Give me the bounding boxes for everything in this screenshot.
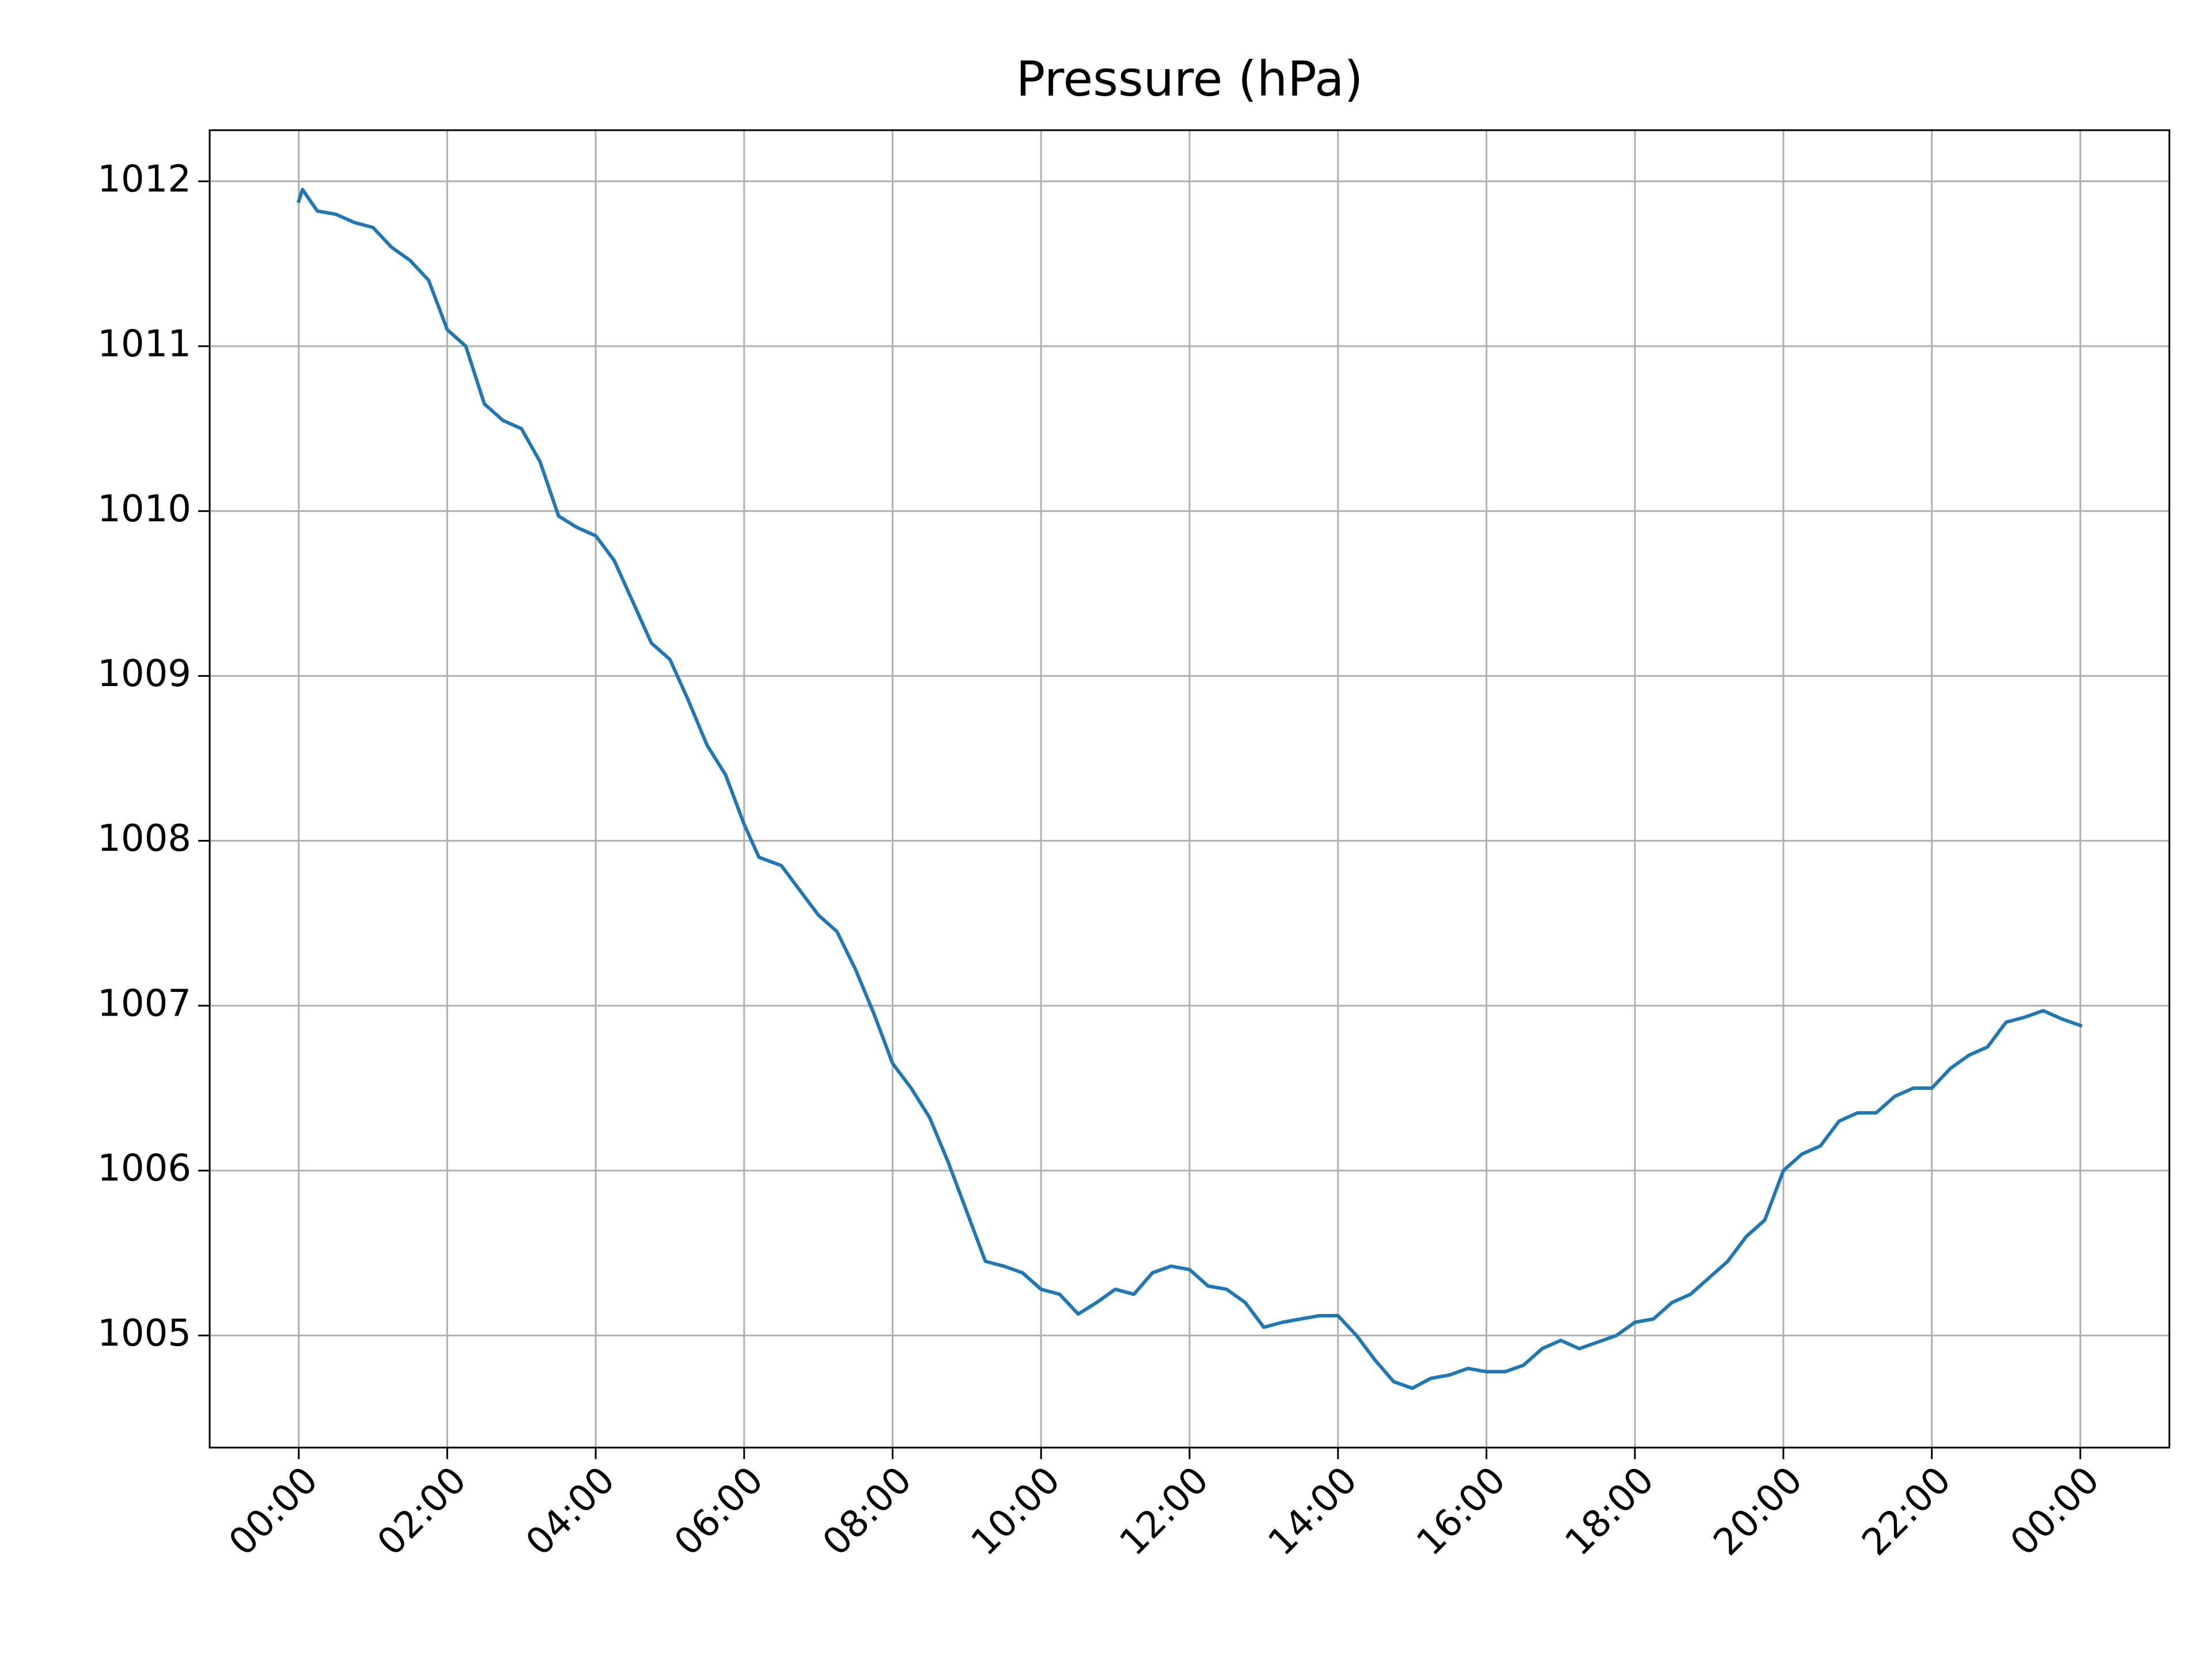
plot-frame <box>209 129 2171 1449</box>
y-tick-label: 1012 <box>97 158 191 200</box>
y-tick-label: 1006 <box>97 1147 191 1190</box>
line <box>296 188 2083 1390</box>
chart-title: Pressure (hPa) <box>1016 51 1363 107</box>
y-tick-label: 1011 <box>97 323 191 366</box>
y-tick-label: 1007 <box>97 982 191 1025</box>
y-tick-label: 1008 <box>97 817 191 860</box>
y-tick-label: 1005 <box>97 1312 191 1355</box>
y-tick-label: 1009 <box>97 653 191 695</box>
y-tick-label: 1010 <box>97 488 191 531</box>
